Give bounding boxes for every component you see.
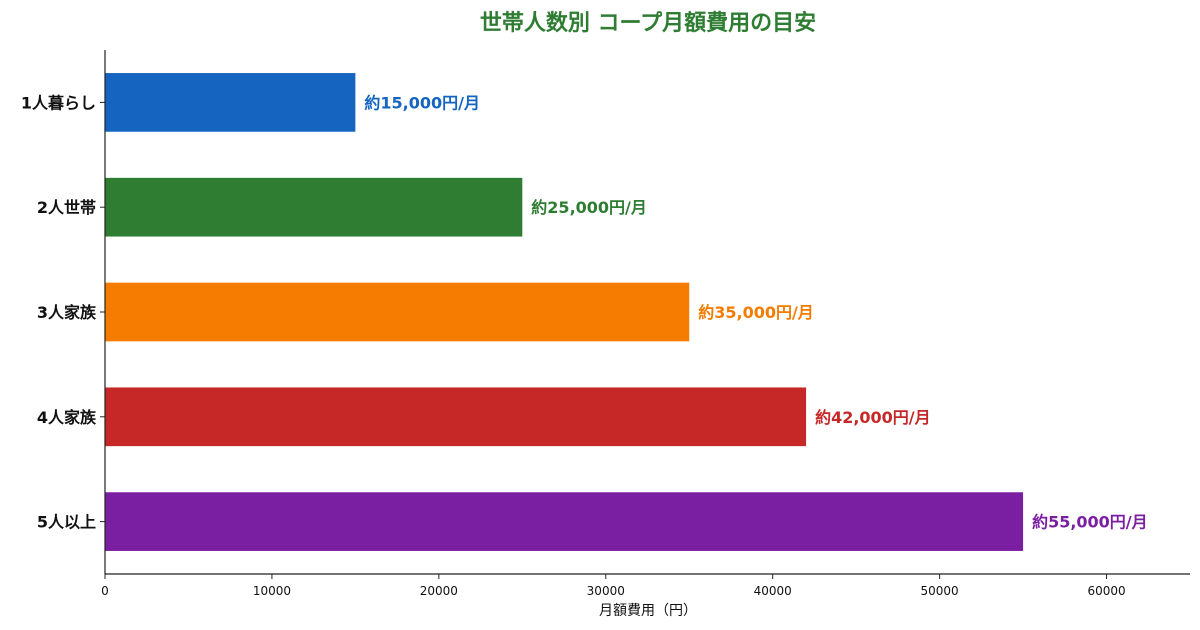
data-label: 約42,000円/月 xyxy=(815,408,931,427)
x-tick-label: 40000 xyxy=(754,584,792,598)
x-axis-label: 月額費用（円） xyxy=(599,603,697,619)
x-tick-label: 30000 xyxy=(587,584,625,598)
bar xyxy=(105,177,523,237)
data-label: 約55,000円/月 xyxy=(1032,513,1148,532)
chart-title: 世帯人数別 コープ月額費用の目安 xyxy=(480,10,816,36)
x-tick-label: 0 xyxy=(101,584,109,598)
x-tick-label: 60000 xyxy=(1087,584,1125,598)
data-label: 約15,000円/月 xyxy=(364,93,480,112)
x-tick-label: 50000 xyxy=(921,584,959,598)
data-label: 約25,000円/月 xyxy=(531,198,647,217)
data-label: 約35,000円/月 xyxy=(698,303,814,322)
category-label: 3人家族 xyxy=(37,303,97,322)
category-label: 1人暮らし xyxy=(21,93,96,112)
bar xyxy=(105,73,356,132)
x-tick-label: 10000 xyxy=(253,584,291,598)
category-label: 2人世帯 xyxy=(37,198,96,217)
x-tick-label: 20000 xyxy=(420,584,458,598)
category-label: 5人以上 xyxy=(37,513,96,532)
bar xyxy=(105,492,1024,551)
category-label: 4人家族 xyxy=(37,408,97,427)
bar xyxy=(105,282,690,342)
bar xyxy=(105,387,807,447)
